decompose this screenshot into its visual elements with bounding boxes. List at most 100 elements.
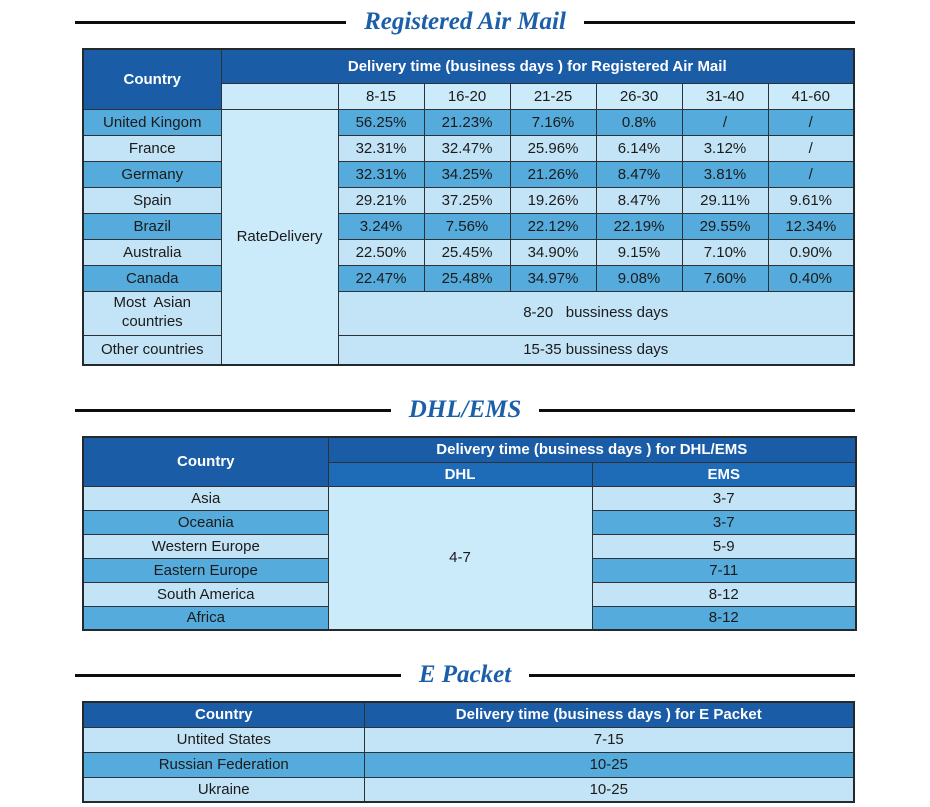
section-registered-air-mail: Registered Air Mail Country Delivery tim… [0, 8, 930, 366]
value-cell: 7.10% [681, 238, 769, 266]
value-cell: 8.47% [595, 186, 683, 214]
rate-column-spacer-cell [220, 82, 339, 110]
value-cell: 32.47% [423, 134, 511, 162]
country-cell: Australia [82, 238, 222, 266]
value-cell: 10-25 [363, 776, 855, 803]
table-row: Ukraine 10-25 [82, 776, 855, 803]
day-range-header: 16-20 [423, 82, 511, 110]
value-cell: 7-15 [363, 726, 855, 753]
title-row-dhl-ems: DHL/EMS [75, 396, 855, 424]
table-row: Brazil 3.24% 7.56% 22.12% 22.19% 29.55% … [82, 212, 855, 240]
table-row: France 32.31% 32.47% 25.96% 6.14% 3.12% … [82, 134, 855, 162]
value-cell: 34.25% [423, 160, 511, 188]
table-row: United Kingom RateDelivery 56.25% 21.23%… [82, 108, 855, 366]
day-range-header: 31-40 [681, 82, 769, 110]
ems-value-cell: 8-12 [591, 605, 857, 631]
value-cell: 21.26% [509, 160, 597, 188]
value-cell: 7.56% [423, 212, 511, 240]
country-cell: Asia [82, 485, 329, 511]
value-cell: 22.12% [509, 212, 597, 240]
value-cell: 34.90% [509, 238, 597, 266]
value-cell: 7.16% [509, 108, 597, 136]
dhl-merged-value-cell: 4-7 [327, 485, 593, 631]
value-cell: 56.25% [337, 108, 425, 136]
day-range-header: 21-25 [509, 82, 597, 110]
day-range-header: 8-15 [337, 82, 425, 110]
value-cell: 19.26% [509, 186, 597, 214]
country-cell: France [82, 134, 222, 162]
country-cell: Untited States [82, 726, 365, 753]
country-cell: Other countries [82, 334, 222, 366]
value-cell: 0.8% [595, 108, 683, 136]
table-row: Australia 22.50% 25.45% 34.90% 9.15% 7.1… [82, 238, 855, 266]
value-cell: 22.19% [595, 212, 683, 240]
value-cell: / [767, 134, 855, 162]
value-cell: 9.15% [595, 238, 683, 266]
table-row: South America 8-12 [82, 581, 857, 607]
value-cell: 6.14% [595, 134, 683, 162]
table-row: Russian Federation 10-25 [82, 751, 855, 778]
day-range-header: 41-60 [767, 82, 855, 110]
table-row: Asia 4-7 3-7 [82, 485, 857, 631]
country-cell: Germany [82, 160, 222, 188]
air-mail-header-row: Country Delivery time (business days ) f… [82, 48, 855, 110]
span-value-cell: 8-20 bussiness days [337, 290, 855, 336]
ems-value-cell: 7-11 [591, 557, 857, 583]
value-cell: 10-25 [363, 751, 855, 778]
title-rule-left [75, 408, 391, 412]
country-cell: Western Europe [82, 533, 329, 559]
value-cell: 37.25% [423, 186, 511, 214]
title-rule-left [75, 20, 347, 24]
country-cell: United Kingom [82, 108, 222, 136]
ems-value-cell: 3-7 [591, 485, 857, 511]
country-column-header: Country [82, 701, 365, 728]
value-cell: 32.31% [337, 160, 425, 188]
country-cell: Russian Federation [82, 751, 365, 778]
rate-delivery-cell: RateDelivery [220, 108, 339, 366]
value-cell: 32.31% [337, 134, 425, 162]
value-cell: 34.97% [509, 264, 597, 292]
value-cell: 29.21% [337, 186, 425, 214]
table-row: Other countries 15-35 bussiness days [82, 334, 855, 366]
table-row: Untited States 7-15 [82, 726, 855, 753]
country-cell: Eastern Europe [82, 557, 329, 583]
title-rule-right [539, 408, 855, 412]
delivery-time-header: Delivery time (business days ) for DHL/E… [327, 436, 857, 463]
value-cell: 0.40% [767, 264, 855, 292]
value-cell: 21.23% [423, 108, 511, 136]
value-cell: 25.48% [423, 264, 511, 292]
value-cell: 0.90% [767, 238, 855, 266]
section-dhl-ems: DHL/EMS Country Delivery time (business … [0, 396, 930, 631]
day-range-header: 26-30 [595, 82, 683, 110]
value-cell: 3.12% [681, 134, 769, 162]
country-cell: South America [82, 581, 329, 607]
value-cell: 25.45% [423, 238, 511, 266]
value-cell: / [767, 160, 855, 188]
section-e-packet: E Packet Country Delivery time (business… [0, 661, 930, 803]
value-cell: 29.11% [681, 186, 769, 214]
value-cell: 9.61% [767, 186, 855, 214]
value-cell: 3.81% [681, 160, 769, 188]
value-cell: 22.47% [337, 264, 425, 292]
value-cell: / [767, 108, 855, 136]
country-cell: Africa [82, 605, 329, 631]
delivery-time-header: Delivery time (business days ) for E Pac… [363, 701, 855, 728]
title-rule-right [583, 20, 856, 24]
country-cell: Ukraine [82, 776, 365, 803]
dhl-ems-table: Country Delivery time (business days ) f… [82, 436, 858, 631]
table-row: Canada 22.47% 25.48% 34.97% 9.08% 7.60% … [82, 264, 855, 292]
carrier-header-row: DHL EMS [83, 461, 857, 487]
ems-value-cell: 8-12 [591, 581, 857, 607]
value-cell: 12.34% [767, 212, 855, 240]
section-title-e-packet: E Packet [418, 661, 512, 688]
value-cell: 8.47% [595, 160, 683, 188]
section-title-air-mail: Registered Air Mail [364, 8, 566, 35]
value-cell: 22.50% [337, 238, 425, 266]
value-cell: 3.24% [337, 212, 425, 240]
table-row: Germany 32.31% 34.25% 21.26% 8.47% 3.81%… [82, 160, 855, 188]
ems-column-header: EMS [591, 461, 857, 487]
day-range-header-row: 8-15 16-20 21-25 26-30 31-40 41-60 [83, 82, 855, 110]
table-row: Spain 29.21% 37.25% 19.26% 8.47% 29.11% … [82, 186, 855, 214]
section-title-dhl-ems: DHL/EMS [408, 396, 522, 423]
